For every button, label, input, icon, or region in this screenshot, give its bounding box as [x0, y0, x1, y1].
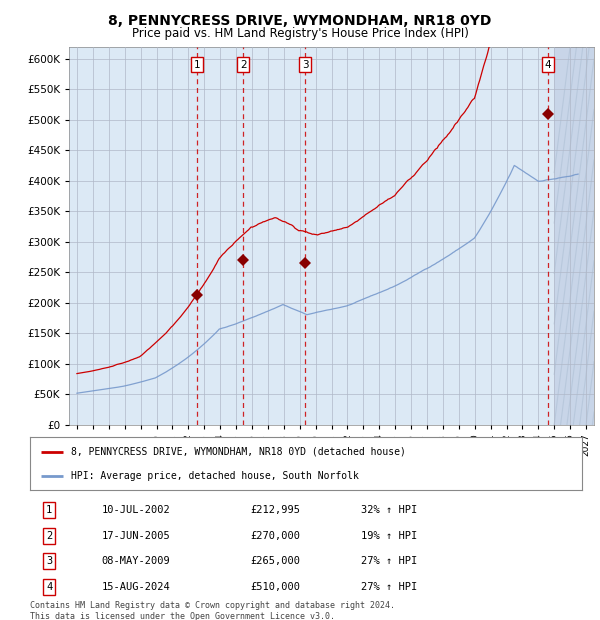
- Text: £510,000: £510,000: [251, 582, 301, 592]
- Text: HPI: Average price, detached house, South Norfolk: HPI: Average price, detached house, Sout…: [71, 471, 359, 481]
- Text: £265,000: £265,000: [251, 556, 301, 566]
- Text: Price paid vs. HM Land Registry's House Price Index (HPI): Price paid vs. HM Land Registry's House …: [131, 27, 469, 40]
- Text: 3: 3: [46, 556, 52, 566]
- Text: 27% ↑ HPI: 27% ↑ HPI: [361, 556, 418, 566]
- Text: 4: 4: [545, 60, 551, 70]
- Text: 8, PENNYCRESS DRIVE, WYMONDHAM, NR18 0YD (detached house): 8, PENNYCRESS DRIVE, WYMONDHAM, NR18 0YD…: [71, 447, 406, 457]
- Text: 3: 3: [302, 60, 308, 70]
- Text: Contains HM Land Registry data © Crown copyright and database right 2024.
This d: Contains HM Land Registry data © Crown c…: [30, 601, 395, 620]
- Text: 19% ↑ HPI: 19% ↑ HPI: [361, 531, 418, 541]
- Text: 17-JUN-2005: 17-JUN-2005: [102, 531, 170, 541]
- Text: £212,995: £212,995: [251, 505, 301, 515]
- Bar: [554, 46, 594, 425]
- Text: 2: 2: [46, 531, 52, 541]
- Text: 10-JUL-2002: 10-JUL-2002: [102, 505, 170, 515]
- Text: 32% ↑ HPI: 32% ↑ HPI: [361, 505, 418, 515]
- Text: 27% ↑ HPI: 27% ↑ HPI: [361, 582, 418, 592]
- Text: £270,000: £270,000: [251, 531, 301, 541]
- Text: 1: 1: [46, 505, 52, 515]
- Text: 15-AUG-2024: 15-AUG-2024: [102, 582, 170, 592]
- Text: 1: 1: [193, 60, 200, 70]
- Text: 08-MAY-2009: 08-MAY-2009: [102, 556, 170, 566]
- Text: 4: 4: [46, 582, 52, 592]
- Text: 2: 2: [240, 60, 247, 70]
- Text: 8, PENNYCRESS DRIVE, WYMONDHAM, NR18 0YD: 8, PENNYCRESS DRIVE, WYMONDHAM, NR18 0YD: [109, 14, 491, 28]
